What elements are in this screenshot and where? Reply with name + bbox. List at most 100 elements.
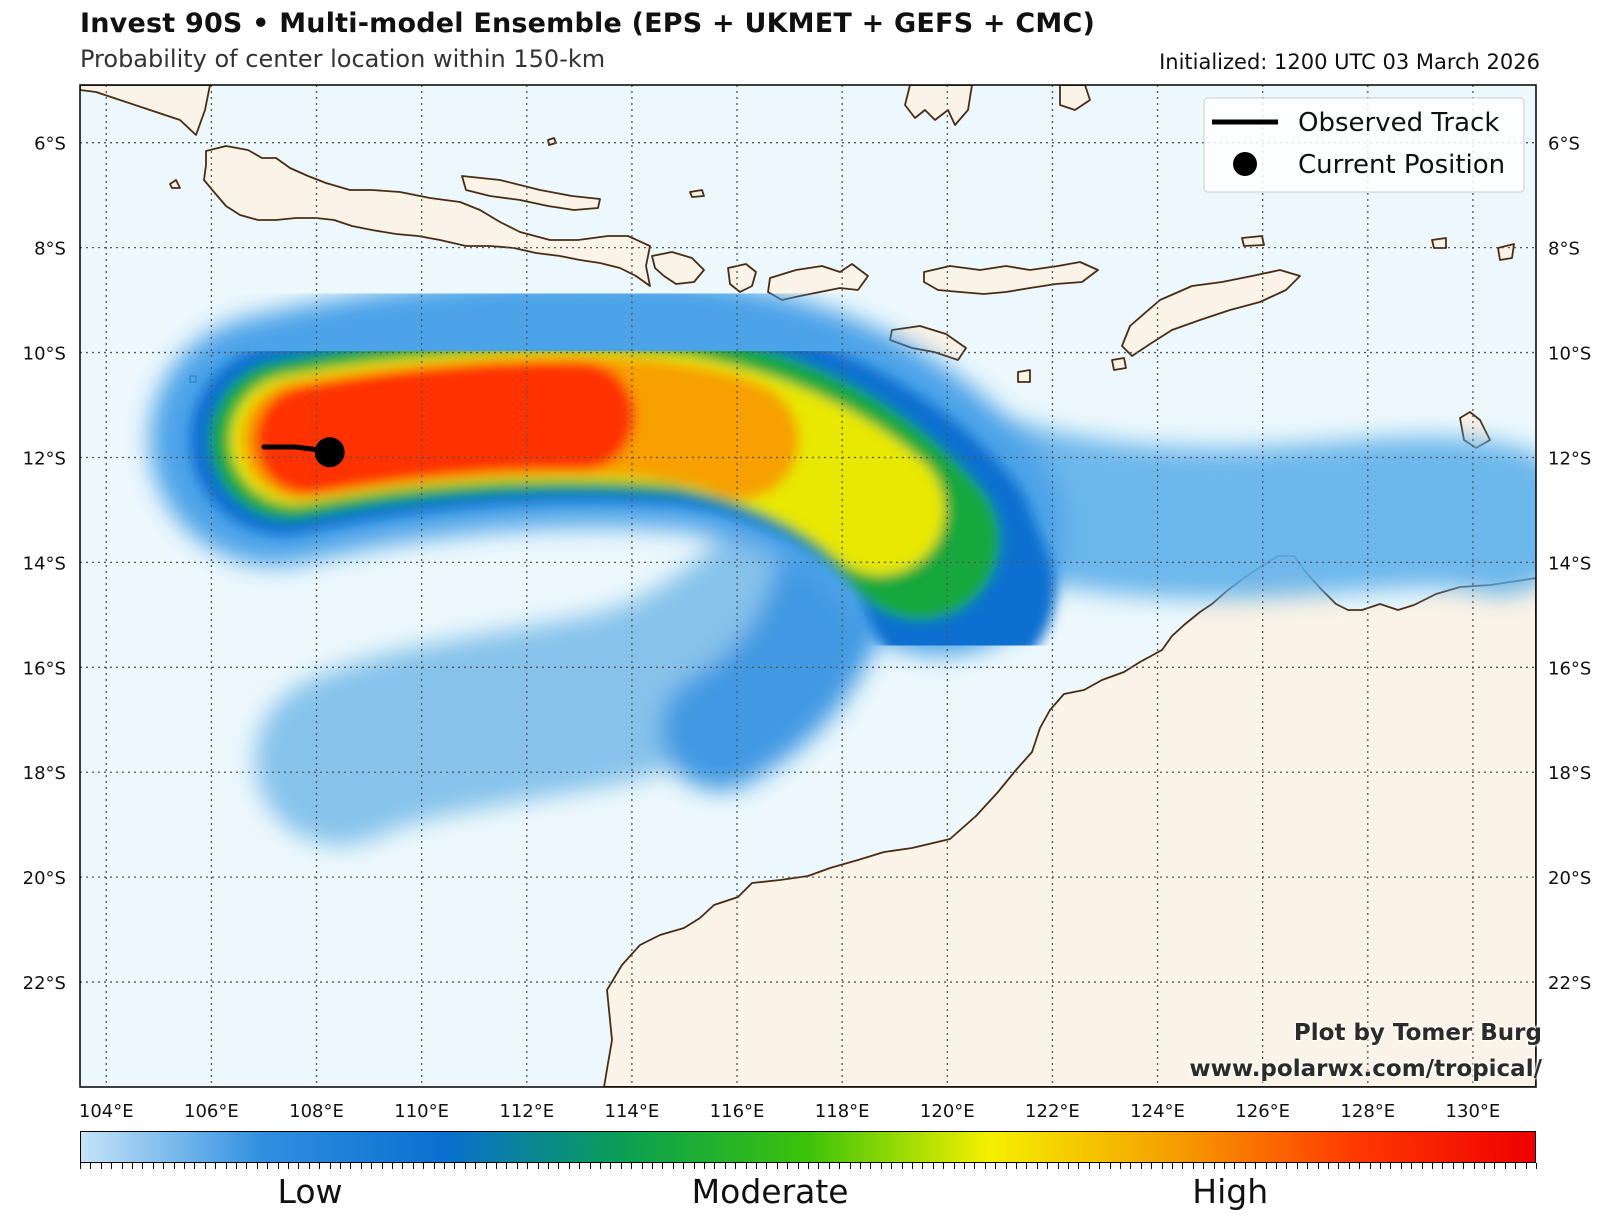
lon-labels: 104°E 106°E 108°E 110°E 112°E 114°E 116°E 118°E… bbox=[79, 1101, 1500, 1122]
colorbar-tick bbox=[204, 1163, 206, 1169]
colorbar-tick bbox=[298, 1163, 300, 1169]
colorbar-tick bbox=[1151, 1163, 1153, 1169]
colorbar-tick bbox=[912, 1163, 913, 1169]
colorbar-tick bbox=[1390, 1163, 1392, 1169]
lat-label-left: 6°S bbox=[34, 134, 66, 155]
colorbar-tick bbox=[1140, 1163, 1142, 1169]
colorbar-tick bbox=[600, 1163, 601, 1169]
colorbar-tick bbox=[1203, 1163, 1205, 1169]
rote-island bbox=[1111, 357, 1127, 371]
lat-label-left: 22°S bbox=[23, 973, 66, 994]
lat-label-left: 8°S bbox=[34, 239, 66, 260]
colorbar-tick bbox=[256, 1163, 258, 1169]
lon-label: 110°E bbox=[394, 1101, 449, 1122]
colorbar-tick bbox=[1276, 1163, 1277, 1169]
colorbar-tick bbox=[464, 1163, 466, 1169]
colorbar-tick bbox=[423, 1163, 425, 1169]
colorbar-tick bbox=[1338, 1163, 1340, 1169]
colorbar-tick bbox=[1244, 1163, 1246, 1169]
lon-label: 114°E bbox=[605, 1101, 660, 1122]
colorbar-tick bbox=[1348, 1163, 1350, 1169]
lat-label-left: 16°S bbox=[23, 658, 66, 679]
colorbar-tick bbox=[693, 1163, 695, 1169]
colorbar-tick bbox=[1307, 1163, 1309, 1169]
colorbar-tick bbox=[901, 1163, 903, 1169]
prob-arc-red bbox=[255, 360, 635, 495]
lon-label: 112°E bbox=[499, 1101, 554, 1122]
colorbar-tick bbox=[350, 1163, 352, 1169]
initialized-time: Initialized: 1200 UTC 03 March 2026 bbox=[1159, 50, 1540, 74]
colorbar-tick bbox=[1026, 1163, 1028, 1169]
colorbar-tick bbox=[246, 1163, 248, 1169]
colorbar-tick bbox=[995, 1163, 997, 1169]
colorbar-tick bbox=[1255, 1163, 1257, 1169]
colorbar-tick bbox=[288, 1163, 289, 1169]
lon-label: 130°E bbox=[1446, 1101, 1501, 1122]
colorbar-tick bbox=[776, 1163, 778, 1169]
lon-label: 108°E bbox=[289, 1101, 344, 1122]
lat-label-left: 10°S bbox=[23, 344, 66, 365]
madura-island bbox=[461, 175, 601, 211]
colorbar-tick bbox=[953, 1163, 955, 1169]
colorbar-tick bbox=[308, 1163, 310, 1169]
colorbar-tick bbox=[90, 1163, 92, 1169]
colorbar-tick bbox=[1161, 1163, 1163, 1169]
colorbar-tick bbox=[173, 1163, 175, 1169]
colorbar-tick bbox=[745, 1163, 747, 1169]
colorbar-tick bbox=[1016, 1163, 1017, 1169]
page-title: Invest 90S • Multi-model Ensemble (EPS +… bbox=[80, 8, 1095, 39]
current-position-marker bbox=[314, 437, 345, 468]
colorbar-tick bbox=[444, 1163, 445, 1169]
colorbar-tick bbox=[1463, 1163, 1465, 1169]
lat-label-right: 10°S bbox=[1548, 344, 1591, 365]
borneo-coast bbox=[80, 85, 211, 136]
map-frame bbox=[79, 84, 1537, 1088]
lon-label: 116°E bbox=[710, 1101, 765, 1122]
colorbar-tick bbox=[839, 1163, 841, 1169]
colorbar-tick bbox=[964, 1163, 965, 1169]
colorbar-tick bbox=[506, 1163, 508, 1169]
colorbar-tick bbox=[1213, 1163, 1215, 1169]
colorbar-tick bbox=[1005, 1163, 1007, 1169]
colorbar-tick bbox=[360, 1163, 362, 1169]
colorbar-tick bbox=[849, 1163, 851, 1169]
colorbar-tick bbox=[319, 1163, 321, 1169]
colorbar-tick bbox=[1421, 1163, 1423, 1169]
colorbar-tick bbox=[1088, 1163, 1090, 1169]
lat-label-right: 12°S bbox=[1548, 448, 1591, 469]
colorbar-tick bbox=[620, 1163, 622, 1169]
colorbar-tick bbox=[1317, 1163, 1319, 1169]
colorbar-tick bbox=[225, 1163, 227, 1169]
land-layer bbox=[80, 85, 1536, 1087]
probability-field bbox=[150, 276, 1536, 845]
sulawesi-coast bbox=[904, 85, 1091, 126]
colorbar-tick bbox=[1400, 1163, 1402, 1169]
colorbar-tick bbox=[1234, 1163, 1236, 1169]
timor-island bbox=[1121, 269, 1301, 357]
colorbar-tick bbox=[652, 1163, 653, 1169]
lat-label-left: 14°S bbox=[23, 553, 66, 574]
credit-url: www.polarwx.com/tropical/ bbox=[1189, 1056, 1542, 1082]
colorbar-tick bbox=[1494, 1163, 1496, 1169]
colorbar-tick bbox=[984, 1163, 986, 1169]
colorbar-tick bbox=[1452, 1163, 1454, 1169]
colorbar-tick bbox=[870, 1163, 872, 1169]
colorbar-tick bbox=[340, 1163, 341, 1169]
colorbar-tick bbox=[714, 1163, 716, 1169]
colorbar-tick bbox=[1296, 1163, 1298, 1169]
colorbar-tick bbox=[1120, 1163, 1121, 1169]
colorbar-tick bbox=[1265, 1163, 1267, 1169]
colorbar-tick bbox=[558, 1163, 560, 1169]
colorbar-tick bbox=[756, 1163, 757, 1169]
colorbar-tick bbox=[724, 1163, 726, 1169]
colorbar-tick bbox=[610, 1163, 612, 1169]
colorbar-tick bbox=[392, 1163, 393, 1169]
lat-label-left: 18°S bbox=[23, 763, 66, 784]
colorbar-tick bbox=[1130, 1163, 1132, 1169]
colorbar-tick bbox=[1504, 1163, 1506, 1169]
colorbar-tick bbox=[1099, 1163, 1101, 1169]
colorbar-label-moderate: Moderate bbox=[691, 1172, 849, 1211]
colorbar-tick bbox=[548, 1163, 549, 1169]
colorbar-tick bbox=[1411, 1163, 1413, 1169]
